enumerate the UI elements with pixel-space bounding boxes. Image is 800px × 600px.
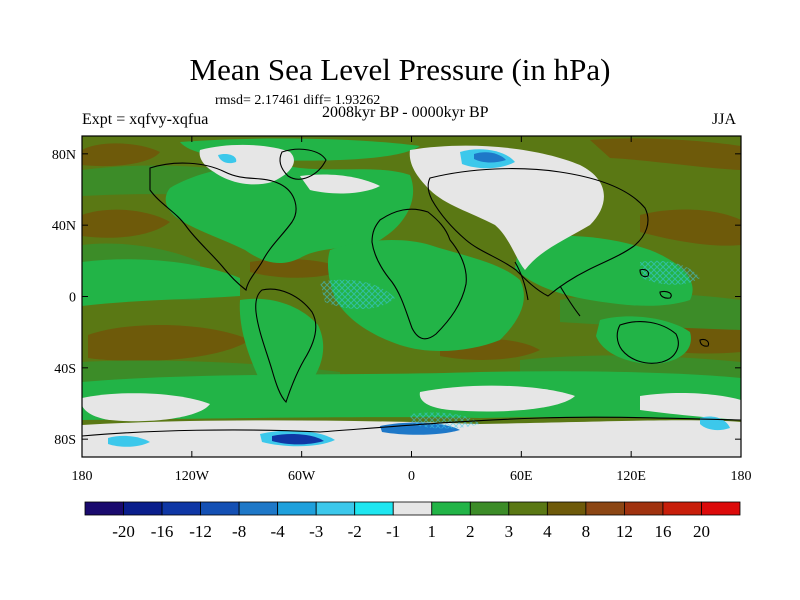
field-negative-regions xyxy=(108,149,730,447)
lon-tick-label: 0 xyxy=(408,469,415,484)
coastlines xyxy=(82,148,741,437)
colorbar-label: -8 xyxy=(232,522,246,541)
colorbar-swatch xyxy=(624,501,664,516)
colorbar-label: -1 xyxy=(386,522,400,541)
colorbar-swatch xyxy=(469,501,510,516)
colorbar-swatch xyxy=(238,501,279,516)
colorbar-label: -3 xyxy=(309,522,323,541)
colorbar-label: 12 xyxy=(616,522,633,541)
colorbar-label: 8 xyxy=(582,522,591,541)
colorbar-swatch xyxy=(392,501,433,516)
longitude-axis: 180 120W 60W 0 60E 120E 180 xyxy=(72,136,752,484)
colorbar-swatch xyxy=(84,501,124,516)
colorbar-swatch xyxy=(315,501,356,516)
colorbar-label: 16 xyxy=(654,522,671,541)
lon-tick-label: 120W xyxy=(175,469,210,484)
experiment-label: Expt = xqfvy-xqfua xyxy=(82,111,209,128)
field-hatched-regions xyxy=(320,260,700,429)
lon-tick-label: 60W xyxy=(288,469,316,484)
lon-tick-label: 120E xyxy=(616,469,646,484)
lat-tick-label: 40S xyxy=(54,362,76,377)
map-field xyxy=(82,136,741,457)
lat-tick-label: 80S xyxy=(54,433,76,448)
lon-tick-label: 180 xyxy=(72,469,93,484)
colorbar-label: 2 xyxy=(466,522,475,541)
colorbar-label: -12 xyxy=(189,522,212,541)
lat-tick-label: 80N xyxy=(52,148,76,163)
colorbar-label: 20 xyxy=(693,522,710,541)
colorbar-swatch xyxy=(431,501,471,516)
season-label: JJA xyxy=(712,111,737,128)
colorbar: -20 -16 -12 -8 -4 -3 -2 -1 1 2 3 4 8 12 16 20 xyxy=(84,501,741,541)
rmsd-diff-stats: rmsd= 2.17461 diff= 1.93262 xyxy=(215,93,381,108)
lat-tick-label: 0 xyxy=(69,291,76,306)
lon-tick-label: 180 xyxy=(731,469,752,484)
latitude-axis: 80N 40N 0 40S 80S xyxy=(52,148,741,448)
colorbar-swatch xyxy=(662,501,702,516)
field-neutral-regions xyxy=(82,144,741,457)
colorbar-label: 4 xyxy=(543,522,552,541)
colorbar-swatch xyxy=(546,501,587,516)
lat-tick-label: 40N xyxy=(52,219,76,234)
colorbar-swatch xyxy=(701,501,741,516)
map-title: Mean Sea Level Pressure (in hPa) xyxy=(189,52,611,87)
colorbar-swatch xyxy=(354,501,394,516)
colorbar-swatch xyxy=(123,501,163,516)
colorbar-swatch xyxy=(200,501,240,516)
colorbar-label: 3 xyxy=(505,522,514,541)
colorbar-label: -2 xyxy=(348,522,362,541)
colorbar-swatch xyxy=(585,501,625,516)
colorbar-label: -4 xyxy=(271,522,286,541)
colorbar-label: 1 xyxy=(428,522,437,541)
colorbar-label: -16 xyxy=(151,522,174,541)
lon-tick-label: 60E xyxy=(510,469,533,484)
colorbar-swatch xyxy=(161,501,201,516)
colorbar-swatch xyxy=(277,501,317,516)
period-label: 2008kyr BP - 0000kyr BP xyxy=(322,104,489,121)
colorbar-swatch xyxy=(508,501,548,516)
colorbar-label: -20 xyxy=(112,522,135,541)
